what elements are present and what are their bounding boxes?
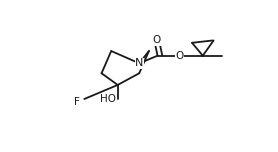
Text: N: N — [135, 58, 143, 68]
Text: O: O — [175, 51, 183, 61]
Text: F: F — [74, 97, 80, 107]
Text: O: O — [153, 35, 161, 45]
Text: HO: HO — [100, 94, 116, 104]
